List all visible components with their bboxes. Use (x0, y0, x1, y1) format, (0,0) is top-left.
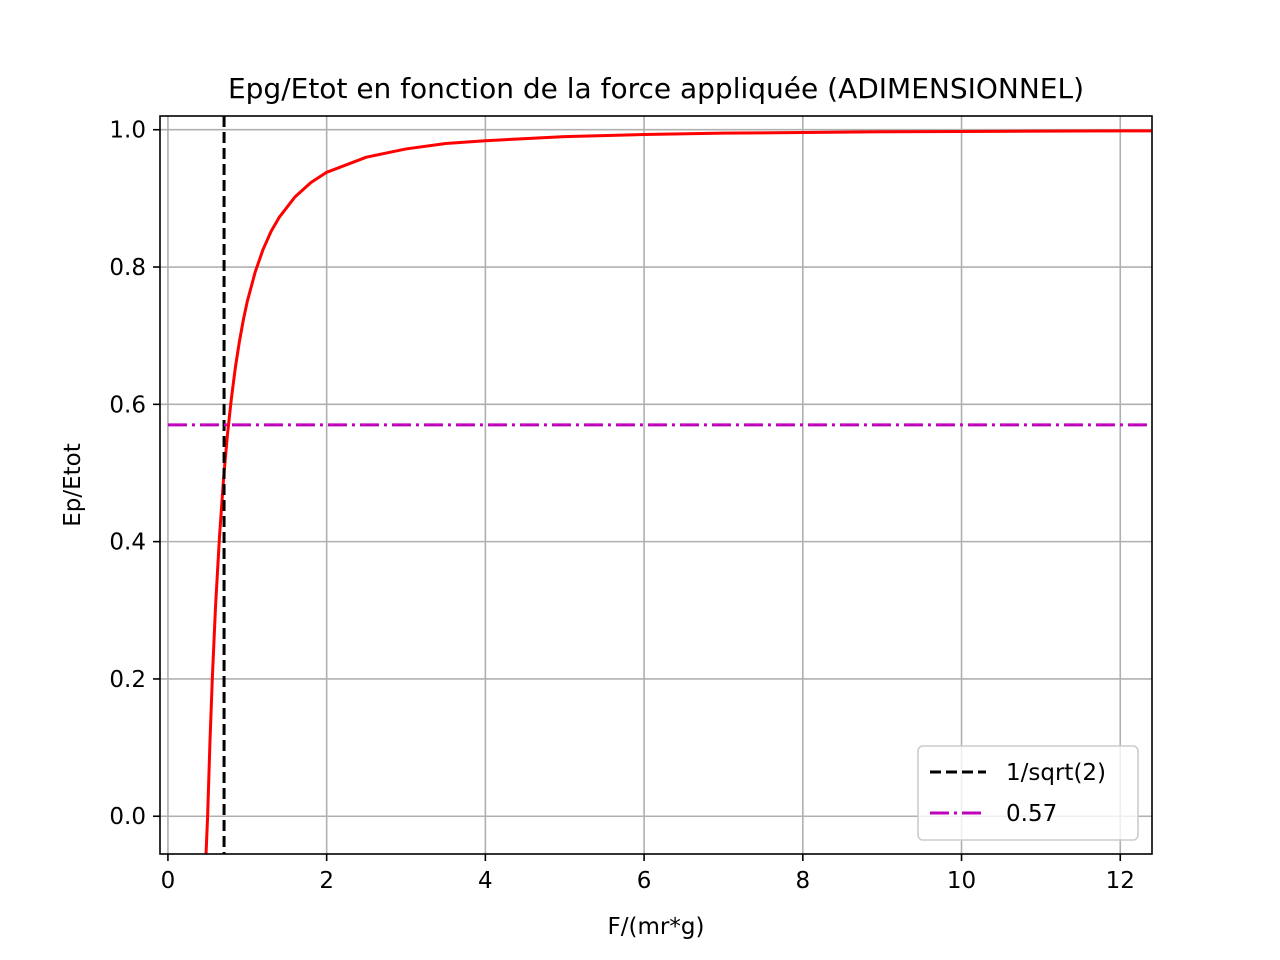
x-tick-label: 4 (478, 868, 493, 894)
x-axis-ticks: 0 2 4 6 8 10 12 (161, 854, 1135, 894)
y-axis-label: Ep/Etot (60, 443, 86, 527)
x-tick-label: 0 (161, 868, 176, 894)
series-layer (167, 116, 1152, 854)
y-tick-label: 0.8 (109, 255, 146, 281)
grid-lines (160, 116, 1152, 854)
y-tick-label: 0.0 (109, 804, 146, 830)
legend-label-sqrt2: 1/sqrt(2) (1006, 760, 1106, 786)
legend-label-057: 0.57 (1006, 801, 1057, 827)
legend-box (917, 745, 1139, 841)
y-tick-label: 0.6 (109, 392, 146, 418)
x-tick-label: 2 (319, 868, 334, 894)
x-axis-label: F/(mr*g) (608, 914, 705, 940)
chart-title: Epg/Etot en fonction de la force appliqu… (228, 72, 1084, 105)
series-line-ep-etot (204, 129, 1152, 854)
plot-area (160, 116, 1152, 854)
y-tick-label: 1.0 (109, 118, 146, 144)
y-tick-label: 0.4 (109, 530, 146, 556)
plot-frame (159, 115, 1153, 855)
y-tick-label: 0.2 (109, 667, 146, 693)
x-tick-label: 8 (795, 868, 810, 894)
x-tick-label: 10 (947, 868, 976, 894)
y-axis-ticks: 0.0 0.2 0.4 0.6 0.8 1.0 (109, 118, 160, 830)
x-tick-label: 12 (1106, 868, 1135, 894)
x-tick-label: 6 (637, 868, 652, 894)
legend: 1/sqrt(2) 0.57 (917, 745, 1139, 841)
